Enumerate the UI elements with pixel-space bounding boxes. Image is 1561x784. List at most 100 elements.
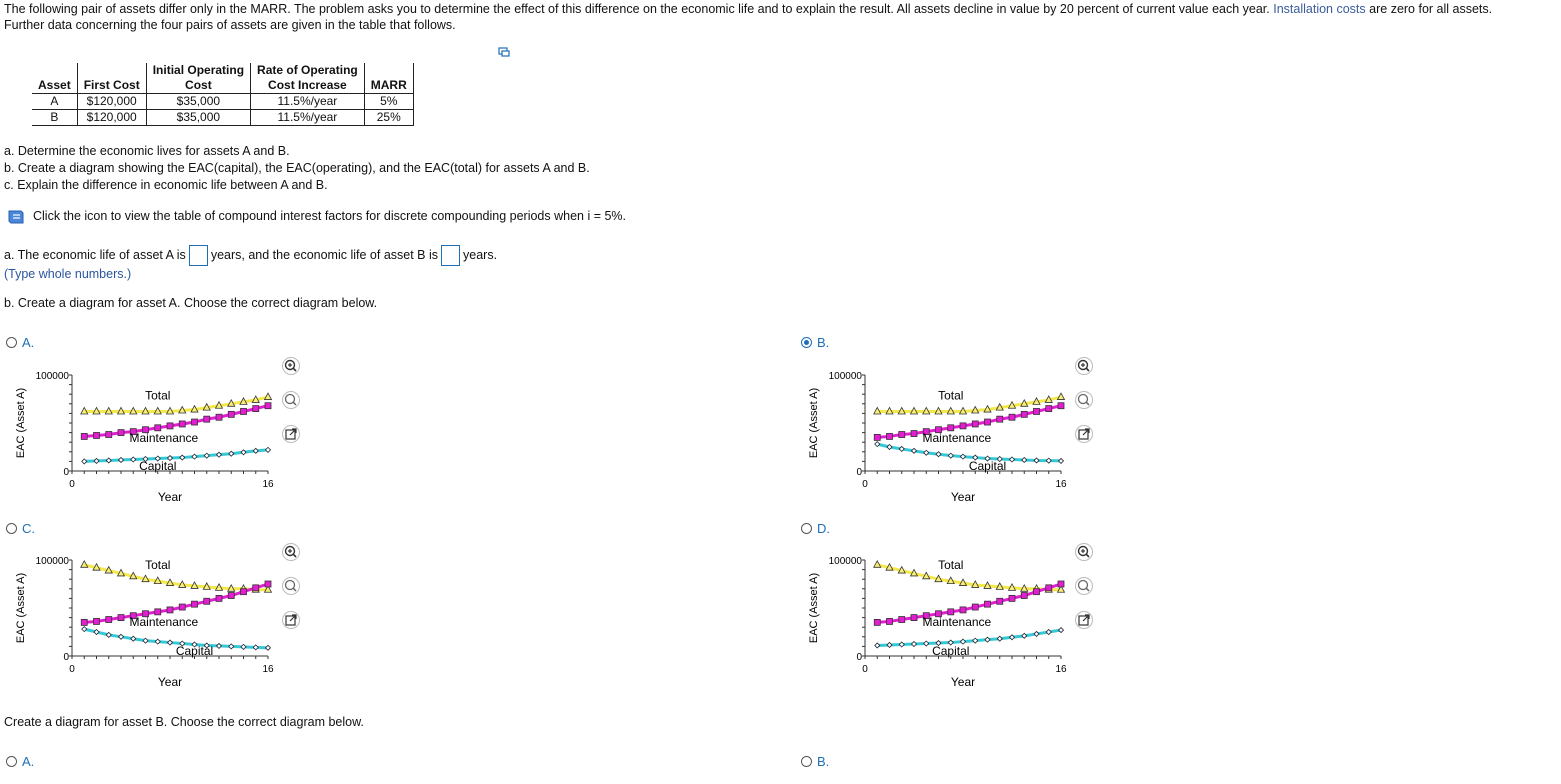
zoom-in-icon[interactable]	[1075, 357, 1093, 375]
total-point	[239, 397, 248, 405]
capital-point	[1008, 634, 1016, 641]
radio-icon[interactable]	[801, 523, 812, 534]
y-axis-label: EAC (Asset A)	[808, 388, 820, 458]
capital-point	[984, 636, 991, 643]
total-point	[165, 406, 175, 415]
series-label-capital: Capital	[969, 459, 1006, 473]
total-point	[909, 568, 919, 577]
task-list: a. Determine the economic lives for asse…	[4, 143, 590, 194]
asset-b-option-b-radio[interactable]: B.	[801, 754, 829, 769]
radio-icon[interactable]	[6, 756, 17, 767]
economic-life-a-input[interactable]	[188, 245, 208, 267]
intro-text: The following pair of assets differ only…	[4, 1, 1492, 33]
capital-point	[1033, 630, 1040, 637]
total-point	[1044, 395, 1053, 403]
table-cell: 11.5%/year	[250, 93, 365, 110]
table-cell: $35,000	[145, 109, 252, 126]
total-point	[116, 406, 126, 415]
intro-part2: are zero for all assets.	[1369, 2, 1493, 16]
economic-life-b-input[interactable]	[441, 245, 461, 267]
pop-out-icon[interactable]	[1075, 611, 1093, 629]
maintenance-point	[1033, 588, 1040, 596]
zoom-in-icon[interactable]	[282, 543, 300, 561]
series-label-maintenance: Maintenance	[130, 431, 199, 445]
maintenance-point	[935, 610, 942, 618]
option-a-radio[interactable]: A.	[6, 335, 34, 350]
total-point	[129, 406, 138, 415]
series-label-maintenance: Maintenance	[923, 431, 992, 445]
eac-chart-option-b: 100000 00 16 Year EAC (Asset A) Total Maintena…	[808, 371, 1067, 504]
capital-point	[874, 642, 881, 649]
x-tick-label: 16	[1055, 664, 1067, 675]
capital-point	[1045, 457, 1052, 464]
capital-point	[1045, 628, 1052, 636]
zoom-out-icon[interactable]	[1075, 391, 1093, 409]
zoom-out-icon[interactable]	[282, 391, 300, 409]
maintenance-point	[1020, 592, 1028, 599]
capital-point	[947, 639, 954, 646]
capital-point	[142, 455, 149, 463]
y-axis-label: EAC (Asset A)	[808, 573, 820, 643]
maintenance-point	[129, 612, 137, 620]
option-d-radio[interactable]: D.	[801, 521, 830, 536]
maintenance-point	[984, 418, 991, 426]
maintenance-point	[191, 418, 198, 426]
total-point	[141, 406, 150, 415]
installation-costs-link[interactable]: Installation costs	[1273, 2, 1366, 16]
capital-point	[154, 638, 161, 645]
pop-out-icon[interactable]	[1075, 425, 1093, 443]
radio-icon[interactable]	[6, 523, 17, 534]
header-rate-of-increase: Rate of Operating Cost Increase	[250, 63, 365, 94]
radio-selected-icon[interactable]	[801, 337, 812, 348]
maintenance-point	[154, 608, 162, 616]
eac-chart-option-d: 100000 00 16 Year EAC (Asset A) Total Maintena…	[808, 556, 1067, 689]
capital-point	[935, 639, 942, 647]
radio-icon[interactable]	[6, 337, 17, 348]
maintenance-point	[240, 408, 247, 415]
total-point	[934, 406, 943, 415]
pop-out-icon[interactable]	[282, 611, 300, 629]
maintenance-series-line	[877, 582, 1062, 624]
maintenance-point	[886, 618, 893, 625]
y-tick-label: 100000	[829, 556, 863, 567]
option-letter: C.	[22, 521, 35, 536]
total-point	[946, 406, 955, 415]
total-point	[178, 405, 187, 414]
table-cell: $120,000	[76, 93, 147, 110]
series-label-capital: Capital	[176, 644, 213, 658]
total-point	[116, 568, 126, 577]
maintenance-point	[178, 420, 186, 428]
capital-point	[1057, 457, 1065, 464]
asset-b-option-a-radio[interactable]: A.	[6, 754, 34, 769]
total-point	[202, 582, 211, 590]
total-point	[190, 404, 199, 413]
maintenance-point	[898, 616, 906, 623]
total-point	[178, 580, 187, 588]
maintenance-point	[154, 424, 162, 432]
maintenance-point	[922, 428, 930, 436]
capital-point	[1021, 456, 1028, 464]
table-row: B $120,000 $35,000 11.5%/year 25%	[32, 109, 414, 126]
maintenance-point	[1033, 408, 1040, 415]
zoom-in-icon[interactable]	[282, 357, 300, 375]
maintenance-point	[227, 592, 235, 599]
maintenance-point	[922, 612, 930, 620]
radio-icon[interactable]	[801, 756, 812, 767]
capital-point	[117, 456, 125, 464]
task-a: a. Determine the economic lives for asse…	[4, 144, 290, 158]
zoom-out-icon[interactable]	[282, 577, 300, 595]
copy-table-icon[interactable]	[498, 46, 510, 58]
maintenance-point	[996, 415, 1004, 423]
total-series-line	[83, 563, 268, 592]
book-icon[interactable]	[6, 209, 26, 225]
option-b-radio[interactable]: B.	[801, 335, 829, 350]
zoom-in-icon[interactable]	[1075, 543, 1093, 561]
zoom-out-icon[interactable]	[1075, 577, 1093, 595]
maintenance-point	[1057, 402, 1065, 410]
capital-point	[898, 445, 905, 452]
total-point	[922, 571, 931, 580]
total-point	[1032, 397, 1041, 405]
pop-out-icon[interactable]	[282, 425, 300, 443]
option-c-radio[interactable]: C.	[6, 521, 35, 536]
table-cell: A	[32, 93, 78, 110]
